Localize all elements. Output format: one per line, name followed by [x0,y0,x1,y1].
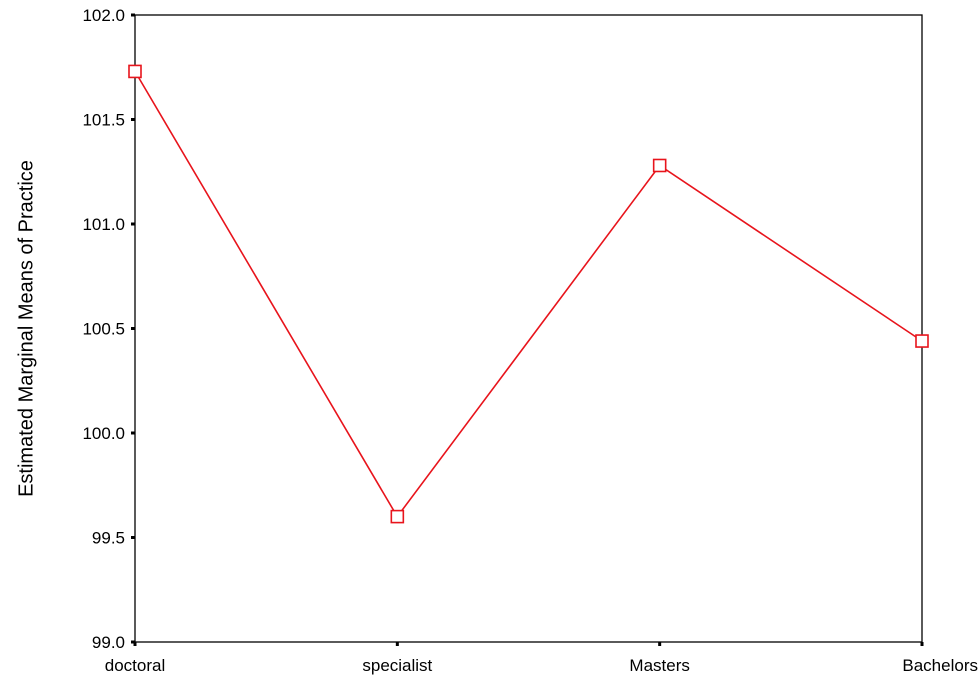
y-tick-label: 101.0 [82,215,125,234]
x-tick-label: Masters [629,656,689,675]
x-axis: doctoral specialist Masters Bachelors [105,642,978,675]
x-tick-label: doctoral [105,656,165,675]
series-layer [128,64,929,524]
y-tick-label: 99.0 [92,633,125,652]
series-line [134,70,923,519]
y-tick-label: 100.5 [82,320,125,339]
y-tick-label: 100.0 [82,424,125,443]
plot-frame [134,14,923,643]
y-tick-label: 101.5 [82,111,125,130]
data-point-marker [390,509,405,524]
x-tick-label: specialist [362,656,432,675]
y-axis: 99.0 99.5 100.0 100.5 101.0 101.5 102.0 [82,6,135,652]
x-tick-label: Bachelors [902,656,978,675]
y-axis-title: Estimated Marginal Means of Practice [15,160,37,497]
y-tick-label: 99.5 [92,529,125,548]
plot-border [134,14,923,643]
y-tick-label: 102.0 [82,6,125,25]
data-point-marker [915,334,929,348]
data-point-marker [128,64,142,79]
series [128,64,929,524]
data-point-marker [652,158,667,173]
